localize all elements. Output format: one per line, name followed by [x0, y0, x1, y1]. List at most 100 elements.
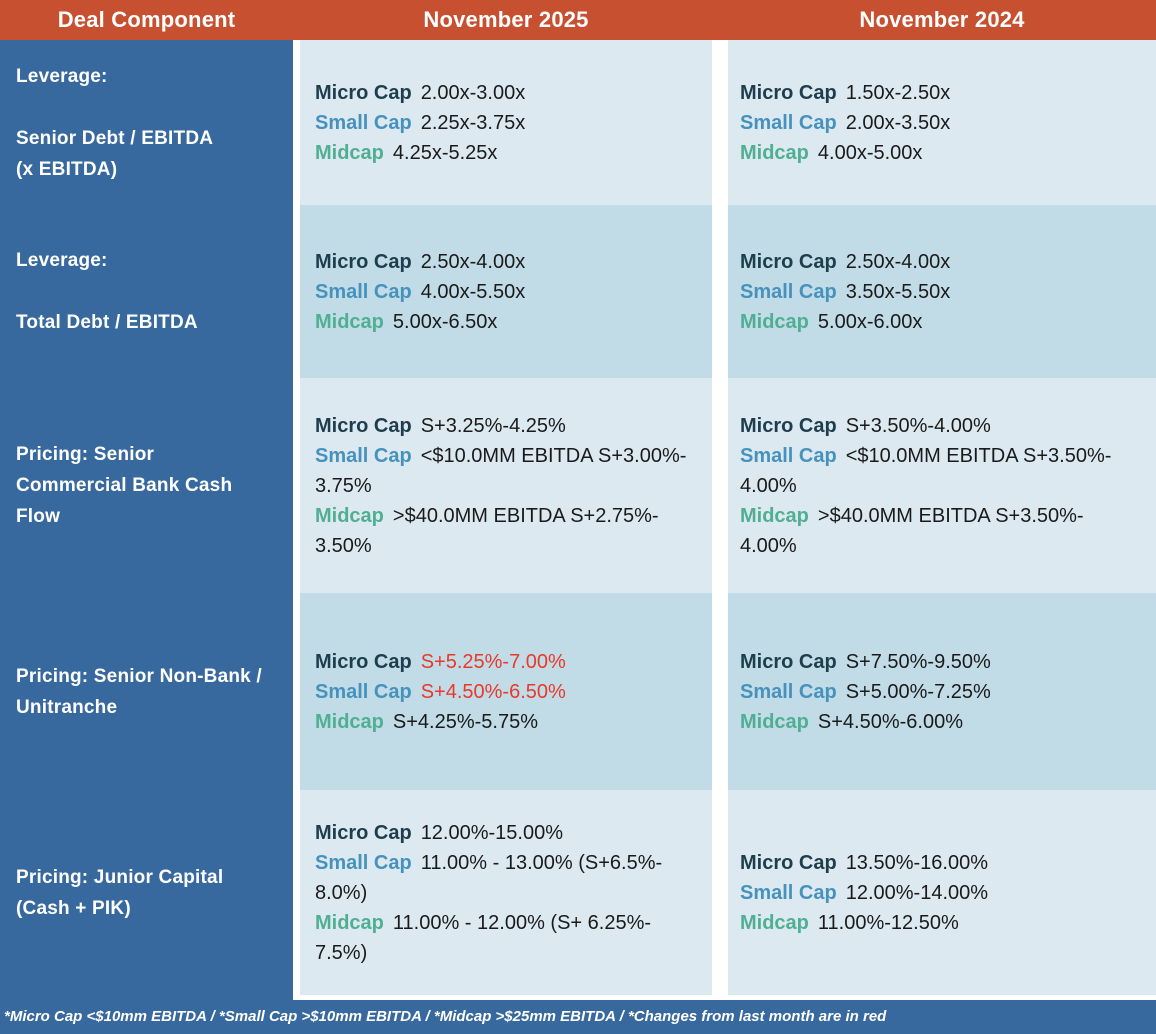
cell-november-2025: Micro Cap S+5.25%-7.00% Small Cap S+4.50%-…	[300, 593, 712, 790]
data-line: Micro Cap S+3.25%-4.25%	[315, 411, 704, 441]
row-label: Leverage: Senior Debt / EBITDA (x EBITDA…	[0, 40, 293, 205]
micro-cap-value: 12.00%-15.00%	[420, 821, 564, 844]
midcap-label: Midcap	[740, 141, 809, 164]
data-line: Small Cap 2.25x-3.75x	[315, 108, 704, 138]
data-line: Midcap 5.00x-6.50x	[315, 307, 704, 337]
table-header: Deal Component November 2025 November 20…	[0, 0, 1156, 40]
small-cap-value: 4.00x-5.50x	[420, 280, 526, 303]
small-cap-value: 3.50x-5.50x	[845, 280, 951, 303]
table-row-leverage-senior: Leverage: Senior Debt / EBITDA (x EBITDA…	[0, 40, 1156, 205]
small-cap-value: 2.00x-3.50x	[845, 111, 951, 134]
data-line: Midcap S+4.25%-5.75%	[315, 707, 704, 737]
micro-cap-label: Micro Cap	[740, 414, 837, 437]
data-line: Micro Cap S+5.25%-7.00%	[315, 647, 704, 677]
cell-november-2024: Micro Cap 1.50x-2.50x Small Cap 2.00x-3.50…	[728, 40, 1156, 205]
cell-november-2025: Micro Cap S+3.25%-4.25% Small Cap <$10.0MM…	[300, 378, 712, 593]
midcap-label: Midcap	[315, 504, 384, 527]
column-gutter	[293, 378, 300, 593]
midcap-value: 11.00%-12.50%	[817, 911, 959, 934]
data-line: Small Cap S+4.50%-6.50%	[315, 677, 704, 707]
small-cap-value: S+4.50%-6.50%	[420, 680, 566, 703]
micro-cap-label: Micro Cap	[315, 650, 412, 673]
row-label: Pricing: Junior Capital (Cash + PIK)	[0, 790, 293, 995]
micro-cap-value: S+3.25%-4.25%	[420, 414, 566, 437]
data-line: Micro Cap S+3.50%-4.00%	[740, 411, 1148, 441]
data-line: Micro Cap 1.50x-2.50x	[740, 78, 1148, 108]
column-gutter	[712, 790, 728, 995]
row-label-text-2: Senior Debt / EBITDA (x EBITDA)	[16, 127, 214, 180]
micro-cap-label: Micro Cap	[740, 650, 837, 673]
column-gutter	[293, 40, 300, 205]
data-line: Midcap >$40.0MM EBITDA S+3.50%- 4.00%	[740, 501, 1148, 561]
small-cap-label: Small Cap	[740, 680, 837, 703]
header-november-2025: November 2025	[423, 7, 589, 32]
table-row-pricing-unitranche: Pricing: Senior Non-Bank / Unitranche Mi…	[0, 593, 1156, 790]
midcap-label: Midcap	[315, 710, 384, 733]
small-cap-value: 2.25x-3.75x	[420, 111, 526, 134]
data-line: Micro Cap 13.50%-16.00%	[740, 848, 1148, 878]
data-line: Small Cap 3.50x-5.50x	[740, 277, 1148, 307]
micro-cap-label: Micro Cap	[740, 851, 837, 874]
midcap-value: 4.00x-5.00x	[817, 141, 923, 164]
column-gutter	[293, 790, 300, 995]
cell-november-2025: Micro Cap 2.00x-3.00x Small Cap 2.25x-3.75…	[300, 40, 712, 205]
micro-cap-value: 2.50x-4.00x	[845, 250, 951, 273]
table-row-pricing-senior-bank: Pricing: Senior Commercial Bank Cash Flo…	[0, 378, 1156, 593]
small-cap-label: Small Cap	[740, 280, 837, 303]
micro-cap-value: 2.50x-4.00x	[420, 250, 526, 273]
cell-november-2024: Micro Cap S+3.50%-4.00% Small Cap <$10.0MM…	[728, 378, 1156, 593]
row-label-text: Pricing: Junior Capital (Cash + PIK)	[16, 866, 224, 919]
small-cap-label: Small Cap	[315, 280, 412, 303]
micro-cap-label: Micro Cap	[315, 250, 412, 273]
micro-cap-value: 1.50x-2.50x	[845, 81, 951, 104]
midcap-label: Midcap	[315, 911, 384, 934]
column-gutter	[712, 40, 728, 205]
footnote-text: *Micro Cap <$10mm EBITDA / *Small Cap >$…	[4, 1008, 887, 1025]
data-line: Small Cap 11.00% - 13.00% (S+6.5%- 8.0%)	[315, 848, 704, 908]
micro-cap-value: 2.00x-3.00x	[420, 81, 526, 104]
header-november-2024: November 2024	[859, 7, 1025, 32]
cell-november-2024: Micro Cap 13.50%-16.00% Small Cap 12.00%-1…	[728, 790, 1156, 995]
midcap-label: Midcap	[740, 310, 809, 333]
midcap-label: Midcap	[740, 504, 809, 527]
midcap-value: 4.25x-5.25x	[392, 141, 498, 164]
data-line: Midcap 4.25x-5.25x	[315, 138, 704, 168]
row-label-text: Leverage:	[16, 250, 108, 271]
midcap-value: S+4.25%-5.75%	[392, 710, 539, 733]
column-gutter	[712, 593, 728, 790]
small-cap-label: Small Cap	[315, 111, 412, 134]
row-label-text: Pricing: Senior Non-Bank / Unitranche	[16, 665, 262, 718]
micro-cap-label: Micro Cap	[740, 81, 837, 104]
data-line: Small Cap S+5.00%-7.25%	[740, 677, 1148, 707]
micro-cap-value: S+5.25%-7.00%	[420, 650, 566, 673]
column-gutter	[293, 205, 300, 378]
row-label-text: Leverage:	[16, 65, 108, 87]
small-cap-value: <$10.0MM EBITDA S+3.00%- 3.75%	[315, 444, 687, 497]
table-row-leverage-total: Leverage: Total Debt / EBITDA Micro Cap 2…	[0, 205, 1156, 378]
data-line: Midcap 4.00x-5.00x	[740, 138, 1148, 168]
row-label-text-2: Total Debt / EBITDA	[16, 312, 198, 333]
data-line: Small Cap 2.00x-3.50x	[740, 108, 1148, 138]
micro-cap-label: Micro Cap	[315, 81, 412, 104]
data-line: Midcap >$40.0MM EBITDA S+2.75%- 3.50%	[315, 501, 704, 561]
small-cap-value: S+5.00%-7.25%	[845, 680, 991, 703]
small-cap-label: Small Cap	[315, 851, 412, 874]
cell-november-2024: Micro Cap S+7.50%-9.50% Small Cap S+5.00%-…	[728, 593, 1156, 790]
micro-cap-label: Micro Cap	[315, 821, 412, 844]
column-gutter	[712, 205, 728, 378]
data-line: Midcap 5.00x-6.00x	[740, 307, 1148, 337]
midcap-value: 5.00x-6.00x	[817, 310, 923, 333]
row-label: Pricing: Senior Commercial Bank Cash Flo…	[0, 378, 293, 593]
data-line: Micro Cap S+7.50%-9.50%	[740, 647, 1148, 677]
data-line: Midcap S+4.50%-6.00%	[740, 707, 1148, 737]
micro-cap-value: S+7.50%-9.50%	[845, 650, 991, 673]
header-deal-component: Deal Component	[57, 7, 236, 32]
column-gutter	[712, 378, 728, 593]
data-line: Micro Cap 2.00x-3.00x	[315, 78, 704, 108]
small-cap-label: Small Cap	[315, 680, 412, 703]
small-cap-label: Small Cap	[740, 111, 837, 134]
midcap-value: 5.00x-6.50x	[392, 310, 498, 333]
data-line: Small Cap 4.00x-5.50x	[315, 277, 704, 307]
data-line: Midcap 11.00%-12.50%	[740, 908, 1148, 938]
midcap-label: Midcap	[740, 911, 809, 934]
